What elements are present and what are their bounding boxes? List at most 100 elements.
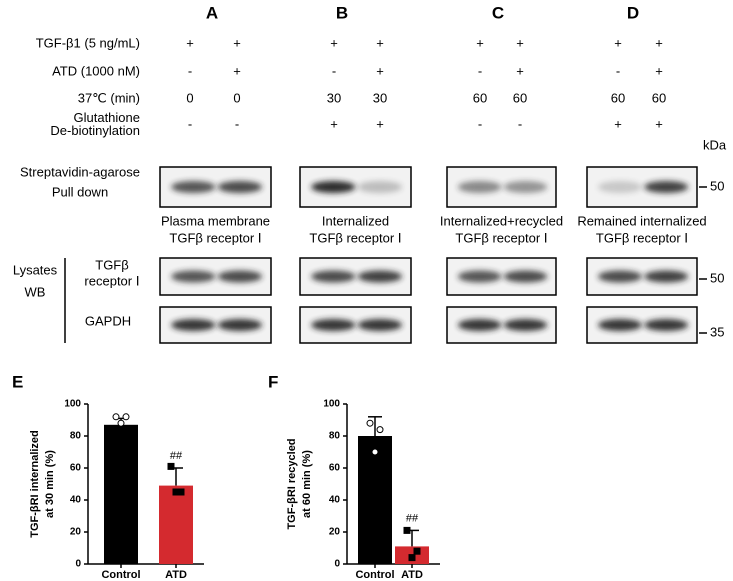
panel-letter: A [206, 3, 218, 22]
condition-value: + [614, 35, 622, 50]
condition-value: + [476, 35, 484, 50]
data-point [413, 547, 421, 555]
condition-value: 60 [513, 90, 527, 105]
x-tick-label: ATD [165, 569, 187, 581]
condition-value: - [188, 116, 192, 131]
blot-band [357, 181, 403, 193]
blot-band [503, 270, 548, 283]
data-point [376, 426, 384, 434]
blot-band [503, 319, 548, 331]
x-tick-label: Control [101, 569, 140, 581]
row-label: Pull down [52, 184, 108, 199]
condition-value: 30 [327, 90, 341, 105]
condition-label: De-biotinylation [50, 123, 140, 138]
panel-letter: E [12, 372, 23, 391]
condition-value: - [478, 63, 482, 78]
y-tick-label: 80 [70, 431, 82, 442]
significance: ## [406, 512, 419, 524]
blot-caption: TGFβ receptor Ⅰ [309, 230, 401, 245]
condition-value: 0 [186, 90, 193, 105]
data-point [122, 413, 130, 421]
y-tick-label: 100 [323, 399, 340, 410]
row-label: GAPDH [85, 313, 131, 328]
data-point [177, 488, 185, 496]
blot-caption: Internalized [322, 213, 389, 228]
x-tick-label: ATD [401, 569, 423, 581]
blot-band [457, 181, 502, 193]
condition-value: 60 [652, 90, 666, 105]
condition-value: 60 [611, 90, 625, 105]
blot-caption: Internalized+recycled [440, 213, 563, 228]
condition-value: - [188, 63, 192, 78]
y-axis-label: TGF-βRI recycled [286, 438, 298, 529]
blot-band [171, 181, 216, 193]
row-label: TGFβ [95, 257, 128, 272]
condition-value: + [376, 35, 384, 50]
row-label: Lysates [13, 262, 58, 277]
condition-value: + [655, 63, 663, 78]
bar [104, 424, 138, 564]
y-axis-label: at 30 min (%) [44, 450, 56, 518]
y-tick-label: 100 [64, 399, 81, 410]
panel-letter: F [268, 372, 278, 391]
condition-value: 0 [233, 90, 240, 105]
blot-band [357, 270, 403, 283]
data-point [112, 413, 120, 421]
condition-value: + [655, 116, 663, 131]
row-label: receptor Ⅰ [84, 273, 139, 288]
y-tick-label: 80 [329, 431, 341, 442]
blot-band [598, 181, 642, 193]
condition-value: + [233, 63, 241, 78]
data-point [167, 462, 175, 470]
condition-value: - [478, 116, 482, 131]
marker-label: 50 [710, 270, 724, 285]
condition-label: ATD (1000 nM) [52, 63, 140, 78]
blot-band [457, 270, 502, 283]
blot-caption: Remained internalized [577, 213, 706, 228]
blot-band [644, 319, 689, 331]
y-tick-label: 0 [75, 559, 81, 570]
condition-value: + [233, 35, 241, 50]
y-tick-label: 60 [70, 463, 82, 474]
blot-band [217, 270, 263, 283]
condition-value: + [376, 116, 384, 131]
data-point [117, 419, 125, 427]
blot-band [457, 319, 502, 331]
condition-label: 37℃ (min) [78, 90, 140, 105]
condition-value: + [186, 35, 194, 50]
condition-value: 30 [373, 90, 387, 105]
blot-band [644, 270, 689, 283]
blot-band [598, 319, 642, 331]
row-label: Streptavidin-agarose [20, 164, 140, 179]
blot-band [217, 181, 263, 193]
blot-band [503, 181, 548, 193]
y-tick-label: 40 [329, 495, 341, 506]
panel-letter: D [627, 3, 639, 22]
y-tick-label: 20 [329, 527, 341, 538]
row-label: WB [25, 284, 46, 299]
condition-value: + [516, 35, 524, 50]
bar [159, 485, 193, 564]
data-point [366, 419, 374, 427]
marker-label: 35 [710, 324, 724, 339]
blot-band [357, 319, 403, 331]
condition-value: + [614, 116, 622, 131]
condition-value: + [330, 116, 338, 131]
blot-band [598, 270, 642, 283]
data-point [403, 526, 411, 534]
condition-value: 60 [473, 90, 487, 105]
blot-band [644, 181, 689, 193]
blot-band [171, 319, 216, 331]
condition-value: - [616, 63, 620, 78]
panel-letter: B [336, 3, 348, 22]
x-tick-label: Control [355, 569, 394, 581]
condition-value: - [235, 116, 239, 131]
blot-band [311, 181, 356, 193]
blot-caption: TGFβ receptor Ⅰ [169, 230, 261, 245]
significance: ## [170, 450, 183, 462]
data-point [172, 488, 180, 496]
condition-value: + [516, 63, 524, 78]
blot-caption: TGFβ receptor Ⅰ [596, 230, 688, 245]
blot-band [311, 270, 356, 283]
